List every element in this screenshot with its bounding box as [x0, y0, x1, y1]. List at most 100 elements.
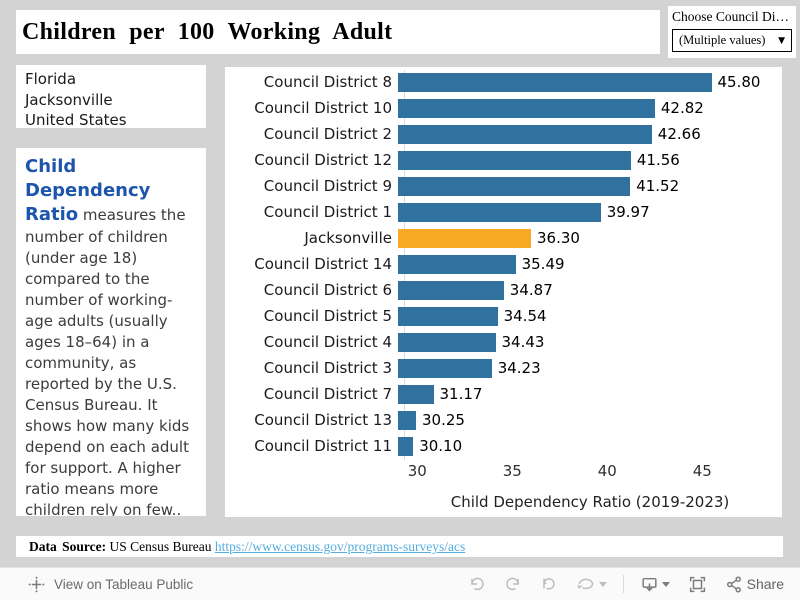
row-label[interactable]: Council District 5 [263, 307, 392, 325]
replay-icon [542, 578, 555, 590]
filter-dropdown-value: (Multiple values) [679, 33, 766, 47]
row-label[interactable]: Council District 12 [254, 151, 392, 169]
fullscreen-button[interactable] [686, 573, 709, 596]
bar-value-label: 34.43 [501, 333, 545, 351]
chart-row: Council District 11 30.10 [225, 433, 782, 459]
bar[interactable] [398, 150, 631, 170]
row-label[interactable]: Council District 10 [254, 99, 392, 117]
filter-panel: Choose Council Di… (Multiple values) ▼ [668, 6, 796, 58]
refresh-caret-icon [598, 581, 607, 587]
chart-row: Council District 9 41.52 [225, 173, 782, 199]
toolbar-divider [622, 575, 624, 593]
undo-button[interactable] [466, 573, 488, 595]
download-caret-icon [661, 581, 670, 587]
bar[interactable] [398, 72, 712, 92]
bar[interactable] [398, 384, 434, 404]
redo-button[interactable] [502, 573, 524, 595]
bar-value-label: 36.30 [537, 229, 580, 247]
chart-rows: Council District 8 45.80 Council District … [225, 69, 782, 459]
bar-value-label: 45.80 [717, 73, 761, 91]
bar-value-label: 42.66 [657, 125, 701, 143]
chart-row: Council District 6 34.87 [225, 277, 782, 303]
bar[interactable] [398, 280, 504, 300]
download-icon [642, 577, 657, 591]
chart-row: Council District 4 34.43 [225, 329, 782, 355]
page-title: Children per 100 Working Adult [22, 18, 393, 45]
chart-row: Council District 2 42.66 [225, 121, 782, 147]
bar[interactable] [398, 358, 492, 378]
bar[interactable] [398, 124, 652, 144]
bar-value-label: 41.56 [636, 151, 680, 169]
redo-icon [505, 577, 519, 591]
chart-row: Council District 7 31.17 [225, 381, 782, 407]
row-label[interactable]: Council District 14 [254, 255, 392, 273]
chart-row: Council District 13 30.25 [225, 407, 782, 433]
bar-value-label: 34.23 [497, 359, 541, 377]
row-label[interactable]: Council District 6 [263, 281, 392, 299]
footer-source-label: Data Source: [29, 539, 107, 554]
bar-value-label: 42.82 [660, 99, 704, 117]
bar[interactable] [398, 202, 601, 222]
row-label[interactable]: Council District 7 [263, 385, 392, 403]
footer-source-text: US Census Bureau [106, 539, 215, 554]
tableau-logo-icon [28, 576, 45, 592]
bar-value-label: 39.97 [606, 203, 650, 221]
row-label[interactable]: Council District 4 [263, 333, 392, 351]
view-on-tableau[interactable]: View on Tableau Public [28, 576, 193, 593]
refresh-icon [576, 578, 593, 590]
title-panel: Children per 100 Working Adult [16, 10, 660, 54]
row-label[interactable]: Council District 9 [263, 177, 392, 195]
bar-value-label: 31.17 [439, 385, 483, 403]
row-label[interactable]: Council District 1 [263, 203, 392, 221]
list-item-jacksonville[interactable]: Jacksonville [25, 90, 113, 109]
description-panel: Child Dependency Ratio measures the numb… [16, 148, 206, 516]
description-lead: Child Dependency Ratio [25, 156, 151, 225]
view-on-tableau-label: View on Tableau Public [54, 576, 194, 592]
undo-icon [470, 577, 484, 591]
bar[interactable] [398, 254, 516, 274]
chart-row: Jacksonville 36.30 [225, 225, 782, 251]
row-label[interactable]: Council District 11 [254, 437, 392, 455]
row-label[interactable]: Jacksonville [304, 229, 392, 247]
chart-row: Council District 5 34.54 [225, 303, 782, 329]
chevron-down-icon: ▼ [778, 35, 785, 46]
bar[interactable] [398, 436, 414, 456]
footer-source-link[interactable]: https://www.census.gov/programs-surveys/… [214, 539, 466, 554]
bar-value-label: 30.10 [419, 437, 463, 455]
chart-row: Council District 12 41.56 [225, 147, 782, 173]
chart-row: Council District 1 39.97 [225, 199, 782, 225]
x-axis-title: Child Dependency Ratio (2019-2023) [450, 493, 730, 511]
x-axis-tick-label: 30 [407, 462, 427, 480]
share-icon [726, 575, 741, 593]
bar[interactable] [398, 98, 655, 118]
x-axis-ticks: 30 35 40 45 [225, 462, 782, 480]
download-button[interactable] [638, 573, 672, 596]
description-text: Child Dependency Ratio measures the numb… [25, 155, 200, 516]
bar-highlight[interactable] [398, 228, 531, 248]
bar[interactable] [398, 176, 631, 196]
chart-row: Council District 14 35.49 [225, 251, 782, 277]
bar-value-label: 30.25 [422, 411, 465, 429]
filter-label: Choose Council Di… [672, 9, 789, 24]
bar-value-label: 41.52 [636, 177, 680, 195]
bar[interactable] [398, 332, 496, 352]
share-label: Share [746, 576, 784, 592]
fullscreen-icon [689, 576, 705, 592]
row-label[interactable]: Council District 3 [263, 359, 392, 377]
bar-chart: Council District 8 45.80 Council District … [225, 67, 782, 517]
row-label[interactable]: Council District 8 [263, 73, 392, 91]
bar[interactable] [398, 306, 498, 326]
bar[interactable] [398, 410, 416, 430]
list-item-united-states[interactable]: United States [25, 111, 127, 129]
filter-dropdown[interactable]: (Multiple values) ▼ [672, 29, 792, 52]
region-list: Florida Jacksonville United States [16, 65, 206, 129]
row-label[interactable]: Council District 13 [254, 411, 392, 429]
refresh-button[interactable] [574, 573, 609, 595]
bar-value-label: 34.87 [509, 281, 553, 299]
list-item-florida[interactable]: Florida [25, 70, 77, 88]
x-axis-tick-label: 45 [692, 462, 712, 480]
replay-button[interactable] [538, 573, 560, 595]
chart-row: Council District 8 45.80 [225, 69, 782, 95]
row-label[interactable]: Council District 2 [263, 125, 392, 143]
share-button[interactable]: Share [723, 573, 786, 596]
